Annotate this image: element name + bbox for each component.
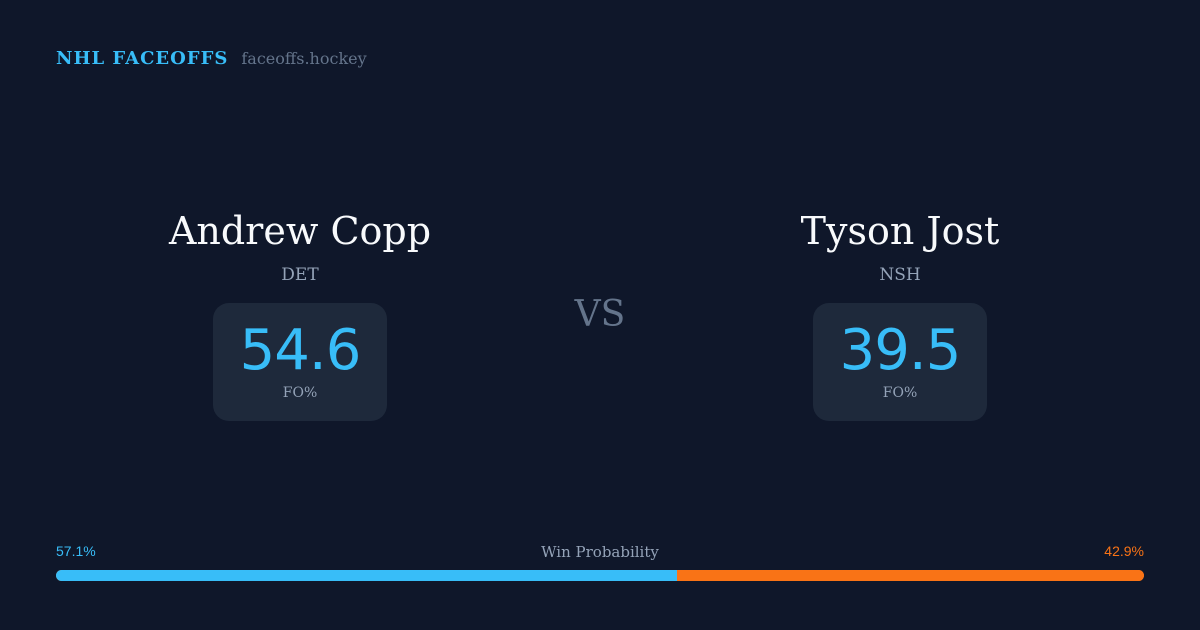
- vs-label: VS: [574, 294, 626, 335]
- faceoff-stat-card: 39.5 FO%: [813, 303, 987, 421]
- player-team: DET: [281, 265, 319, 285]
- win-probability-bar-right: [677, 570, 1144, 581]
- player-left: Andrew Copp DET 54.6 FO%: [100, 205, 500, 421]
- brand-header: NHL FACEOFFS faceoffs.hockey: [56, 48, 367, 69]
- player-team: NSH: [879, 265, 921, 285]
- brand-title: NHL FACEOFFS: [56, 48, 229, 69]
- faceoff-label: FO%: [882, 385, 918, 401]
- win-probability-bar-left: [56, 570, 678, 581]
- win-probability-title: Win Probability: [541, 543, 659, 561]
- win-probability-left: 57.1%: [56, 543, 96, 559]
- win-probability-right: 42.9%: [1104, 543, 1144, 559]
- win-probability-bar: [56, 570, 1144, 581]
- player-name: Andrew Copp: [168, 209, 432, 253]
- brand-domain: faceoffs.hockey: [241, 49, 367, 68]
- faceoff-stat-card: 54.6 FO%: [213, 303, 387, 421]
- faceoff-percentage: 39.5: [839, 318, 962, 383]
- faceoff-label: FO%: [282, 385, 318, 401]
- player-name: Tyson Jost: [800, 209, 1000, 253]
- player-right: Tyson Jost NSH 39.5 FO%: [700, 205, 1100, 421]
- faceoff-percentage: 54.6: [239, 318, 362, 383]
